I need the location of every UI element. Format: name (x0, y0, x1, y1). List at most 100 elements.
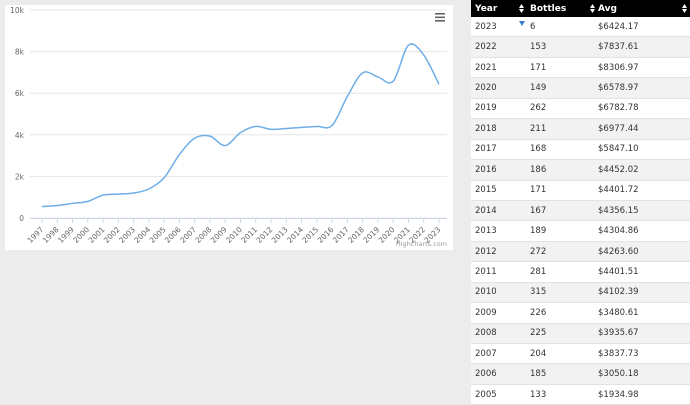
menu-bar (435, 20, 445, 22)
table-row: 2015 171 $4401.72 (471, 180, 690, 201)
menu-bar (435, 13, 445, 15)
table-cell: 2009 (475, 307, 497, 318)
table-cell: $7837.61 (598, 42, 639, 53)
x-tick-label: 2005 (148, 225, 168, 245)
table-cell: $4401.51 (598, 266, 639, 277)
table-cell: 2020 (475, 83, 497, 94)
table-row: 2020 149 $6578.97 (471, 78, 690, 99)
table-cell: $5847.10 (598, 144, 639, 155)
table-row: 2007 204 $3837.73 (471, 344, 690, 365)
table-cell: 2012 (475, 246, 497, 257)
x-tick-label: 2004 (132, 225, 152, 245)
header-cell[interactable]: Bottles (530, 3, 567, 14)
table-cell: $8306.97 (598, 62, 639, 73)
table-cell: 2018 (475, 123, 497, 134)
table-cell: 2023 (475, 21, 497, 32)
line-series (41, 43, 440, 208)
table-cell: 2014 (475, 205, 497, 216)
x-tick-label: 2013 (270, 225, 290, 245)
header-cell[interactable]: Avg (598, 3, 617, 14)
table-cell: 133 (530, 389, 547, 400)
menu-bar (435, 16, 445, 19)
table-row: 2012 272 $4263.60 (471, 241, 690, 263)
x-tick-label: 1998 (41, 225, 61, 245)
table-row: 2014 167 $4356.15 (471, 200, 690, 222)
table-cell: 204 (530, 348, 547, 359)
table-cell: 2013 (475, 226, 497, 237)
table-row: 2008 225 $3935.67 (471, 323, 690, 344)
table-cell: 171 (530, 185, 547, 196)
table-cell: $6578.97 (598, 83, 639, 94)
sort-icon (682, 4, 687, 13)
table-cell: 2006 (475, 369, 497, 380)
y-tick-label: 8k (15, 48, 25, 57)
table-cell: $6424.17 (598, 21, 639, 32)
table-cell: 168 (530, 144, 547, 155)
table-cell: $3935.67 (598, 328, 639, 339)
table-row: 2019 262 $6782.78 (471, 98, 690, 120)
table-row: 2013 189 $4304.86 (471, 221, 690, 242)
x-tick-label: 2016 (316, 225, 336, 245)
table-cell: 185 (530, 369, 547, 380)
credit[interactable]: Highcharts.com (396, 240, 447, 248)
table-row: 2022 153 $7837.61 (471, 37, 690, 58)
table-cell: 2011 (475, 266, 497, 277)
table-cell: $3837.73 (598, 348, 639, 359)
x-tick-label: 1997 (26, 225, 46, 245)
table-row: 2010 315 $4102.39 (471, 282, 690, 304)
x-tick-label: 2010 (224, 225, 244, 245)
table-row: 2005 133 $1934.98 (471, 384, 690, 405)
table-cell: 2008 (475, 328, 497, 339)
table-cell: $4401.72 (598, 185, 639, 196)
table-body: 2023 6 $6424.17 2022 153 $7837.61 2021 171 $8306… (471, 17, 690, 405)
table-cell: 186 (530, 164, 547, 175)
y-tick-label: 0 (19, 214, 24, 223)
x-tick-label: 2006 (163, 225, 183, 245)
table-row: 2017 168 $5847.10 (471, 139, 690, 161)
table-cell: 2010 (475, 287, 497, 298)
y-tick-label: 10k (10, 6, 25, 15)
y-tick-label: 6k (15, 89, 25, 98)
y-tick-label: 2k (15, 172, 25, 181)
table-row: 2006 185 $3050.18 (471, 364, 690, 385)
x-tick-label: 2009 (209, 225, 229, 245)
table-cell: $6977.44 (598, 123, 639, 134)
table-cell: 211 (530, 123, 547, 134)
table-cell: 2005 (475, 389, 497, 400)
x-tick-label: 2001 (87, 225, 107, 245)
table-cell: $4452.02 (598, 164, 639, 175)
x-tick-label: 2020 (377, 225, 397, 245)
x-tick-label: 2014 (285, 225, 305, 245)
table-row: 2016 186 $4452.02 (471, 160, 690, 181)
table-cell: $6782.78 (598, 103, 639, 114)
table-cell: $1934.98 (598, 389, 639, 400)
header-cell[interactable]: Year (475, 3, 498, 14)
table-cell: 225 (530, 328, 547, 339)
table-cell: 2021 (475, 62, 497, 73)
table-row: 2009 226 $3480.61 (471, 303, 690, 324)
table-cell: $4263.60 (598, 246, 639, 257)
table-cell: 262 (530, 103, 547, 114)
table-cell: 189 (530, 226, 547, 237)
table-cell: 2022 (475, 42, 497, 53)
table-cell: 226 (530, 307, 547, 318)
x-tick-label: 2015 (300, 225, 320, 245)
table-cell: 2007 (475, 348, 497, 359)
chart: Highcharts.com 02k4k6k8k10k1997199819992… (5, 5, 453, 250)
x-tick-label: 2019 (361, 225, 381, 245)
x-tick-label: 2002 (102, 225, 122, 245)
y-tick-label: 4k (15, 131, 25, 140)
table-cell: 2017 (475, 144, 497, 155)
table-header: Year Bottles Avg (471, 0, 690, 17)
table-row: 2023 6 $6424.17 (471, 17, 690, 38)
table-cell: 272 (530, 246, 547, 257)
x-tick-label: 1999 (56, 225, 76, 245)
x-tick-label: 2000 (71, 225, 91, 245)
table-cell: 6 (530, 21, 536, 32)
data-table: Year Bottles Avg 2023 6 $6424.17 2022 153 $78… (471, 0, 690, 405)
sort-icon (519, 4, 524, 13)
table-cell: 315 (530, 287, 547, 298)
x-tick-label: 2018 (346, 225, 366, 245)
menu-button[interactable] (435, 13, 445, 22)
table-row: 2011 281 $4401.51 (471, 262, 690, 283)
